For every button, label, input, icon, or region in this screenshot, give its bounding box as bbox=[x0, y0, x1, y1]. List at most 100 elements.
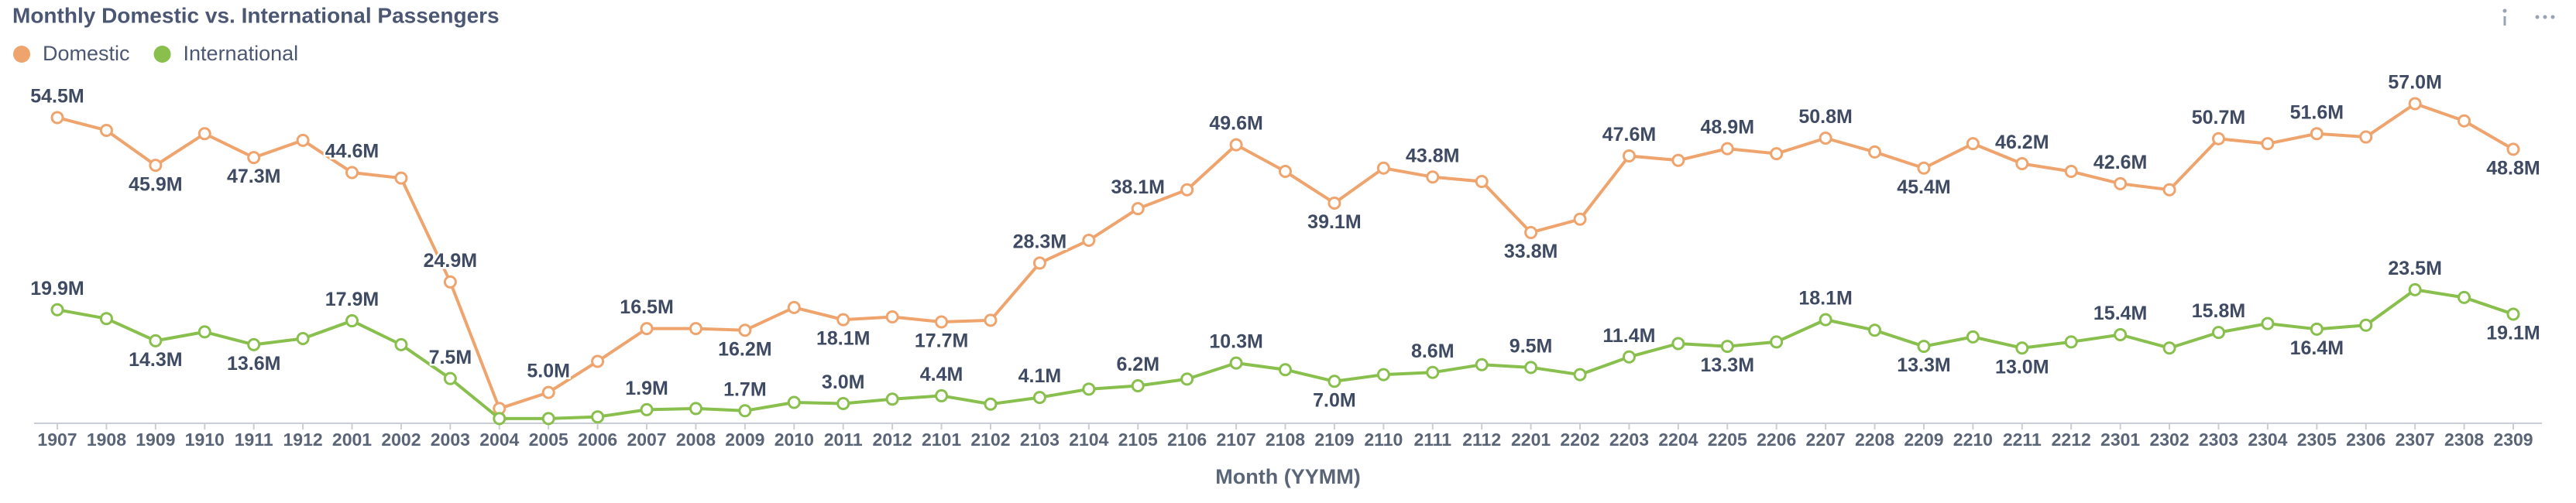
x-tick-label: 2012 bbox=[873, 429, 912, 450]
more-icon[interactable] bbox=[2535, 15, 2555, 19]
x-tick-label: 1911 bbox=[235, 429, 273, 450]
x-tick-label: 1907 bbox=[37, 429, 77, 450]
data-point bbox=[591, 354, 605, 368]
x-tick-label: 2211 bbox=[2003, 429, 2042, 450]
x-tick-label: 2008 bbox=[676, 429, 716, 450]
data-point bbox=[2310, 127, 2324, 141]
x-tick-label: 2111 bbox=[1413, 429, 1451, 450]
data-point bbox=[2114, 327, 2128, 341]
legend-marker bbox=[13, 46, 30, 63]
data-point bbox=[2064, 165, 2078, 179]
x-tick-label: 2203 bbox=[1609, 429, 1649, 450]
data-point bbox=[2261, 317, 2275, 330]
data-label: 50.8M bbox=[1798, 106, 1852, 128]
data-point bbox=[1426, 170, 1440, 184]
data-point bbox=[247, 337, 261, 351]
data-label: 54.5M bbox=[30, 86, 84, 108]
data-point bbox=[591, 410, 605, 424]
x-tick-label: 2206 bbox=[1757, 429, 1796, 450]
data-label: 1.9M bbox=[625, 378, 668, 399]
data-point bbox=[1917, 161, 1931, 175]
data-point bbox=[345, 314, 359, 328]
x-tick-label: 2011 bbox=[824, 429, 863, 450]
data-label: 45.4M bbox=[1897, 176, 1950, 198]
data-point bbox=[935, 388, 949, 402]
data-point bbox=[99, 123, 113, 137]
data-label: 13.0M bbox=[1995, 356, 2049, 378]
data-label: 47.6M bbox=[1602, 124, 1656, 145]
data-point bbox=[1426, 365, 1440, 379]
x-tick-label: 2006 bbox=[578, 429, 617, 450]
data-point bbox=[984, 397, 998, 411]
x-tick-label: 2304 bbox=[2248, 429, 2287, 450]
data-point bbox=[2310, 322, 2324, 336]
data-label: 6.2M bbox=[1116, 354, 1159, 375]
data-label: 9.5M bbox=[1510, 335, 1553, 357]
data-point bbox=[50, 111, 64, 125]
x-tick-label: 2102 bbox=[970, 429, 1010, 450]
data-label: 11.4M bbox=[1602, 325, 1655, 347]
data-point bbox=[2015, 341, 2029, 355]
data-point bbox=[443, 371, 457, 385]
data-point bbox=[2506, 307, 2520, 321]
data-label: 14.3M bbox=[129, 349, 182, 371]
data-point bbox=[197, 127, 211, 141]
info-icon[interactable] bbox=[2502, 9, 2507, 26]
data-point bbox=[935, 315, 949, 329]
data-label: 49.6M bbox=[1209, 113, 1262, 135]
data-label: 7.5M bbox=[429, 347, 472, 368]
data-point bbox=[2408, 97, 2422, 111]
data-point bbox=[1180, 183, 1194, 197]
x-tick-label: 2004 bbox=[479, 429, 519, 450]
data-point bbox=[2408, 282, 2422, 296]
data-point bbox=[197, 325, 211, 339]
data-point bbox=[1819, 131, 1832, 145]
x-tick-label: 1910 bbox=[185, 429, 225, 450]
data-point bbox=[2114, 176, 2128, 190]
data-point bbox=[541, 385, 555, 399]
x-tick-label: 2101 bbox=[922, 429, 961, 450]
data-point bbox=[1868, 323, 1882, 337]
data-label: 19.1M bbox=[2486, 323, 2540, 344]
data-point bbox=[2458, 290, 2471, 304]
x-tick-label: 2306 bbox=[2346, 429, 2385, 450]
data-point bbox=[1671, 337, 1685, 351]
chart-title: Monthly Domestic vs. International Passe… bbox=[12, 3, 500, 27]
x-tick-label: 2307 bbox=[2396, 429, 2435, 450]
data-label: 5.0M bbox=[527, 361, 570, 382]
data-point bbox=[787, 395, 801, 409]
x-tick-label: 2010 bbox=[775, 429, 814, 450]
data-point bbox=[2015, 156, 2029, 170]
data-label: 10.3M bbox=[1209, 331, 1262, 353]
data-point bbox=[2064, 335, 2078, 349]
data-point bbox=[738, 404, 752, 418]
data-point bbox=[1475, 174, 1489, 188]
data-label: 3.0M bbox=[822, 371, 865, 393]
x-tick-label: 1908 bbox=[87, 429, 126, 450]
data-label: 23.5M bbox=[2388, 258, 2441, 279]
data-point bbox=[1032, 391, 1046, 405]
data-label: 18.1M bbox=[816, 328, 870, 350]
data-label: 47.3M bbox=[227, 166, 280, 187]
x-tick-label: 2208 bbox=[1855, 429, 1894, 450]
x-tick-label: 2107 bbox=[1216, 429, 1255, 450]
data-point bbox=[787, 300, 801, 314]
x-tick-label: 2202 bbox=[1560, 429, 1599, 450]
data-point bbox=[394, 337, 408, 351]
x-tick-label: 2110 bbox=[1364, 429, 1403, 450]
data-point bbox=[1327, 196, 1341, 210]
data-point bbox=[1622, 149, 1636, 163]
data-label: 46.2M bbox=[1995, 132, 2049, 153]
data-label: 43.8M bbox=[1406, 145, 1459, 166]
data-point bbox=[2359, 318, 2373, 332]
x-tick-label: 2105 bbox=[1118, 429, 1158, 450]
data-point bbox=[2359, 130, 2373, 144]
data-point bbox=[2506, 142, 2520, 156]
data-point bbox=[296, 133, 310, 147]
data-label: 48.9M bbox=[1701, 117, 1754, 139]
x-tick-label: 2003 bbox=[431, 429, 470, 450]
data-label: 4.1M bbox=[1018, 365, 1062, 387]
data-point bbox=[1082, 234, 1096, 248]
data-point bbox=[345, 166, 359, 180]
data-point bbox=[296, 332, 310, 346]
